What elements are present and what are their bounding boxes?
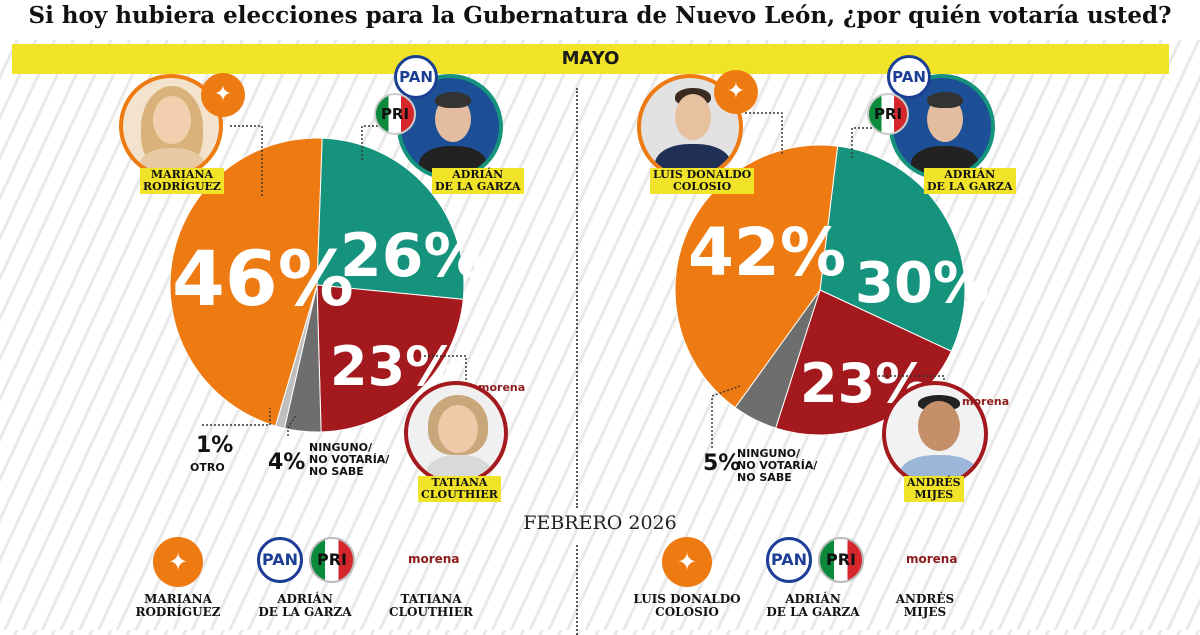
feb-label-adrian-right: ADRIÁN DE LA GARZA (766, 592, 860, 619)
pie-left-slice-1 (316, 284, 464, 433)
pie-right-label-0: 42% (688, 214, 846, 291)
name-label-mijes: ANDRÉS MIJES (904, 476, 964, 502)
feb-label-adrian-left: ADRIÁN DE LA GARZA (258, 592, 352, 619)
month-banner: MAYO (12, 44, 1169, 74)
name-label-colosio: LUIS DONALDO COLOSIO (650, 168, 755, 194)
pri-logo-right: PRI (867, 93, 909, 135)
none-pct-right: 5% (703, 451, 740, 476)
avatar-adrian-right (889, 74, 995, 180)
pie-left-slice-0 (316, 137, 465, 300)
avatar-mijes (882, 381, 988, 487)
morena-logo-right: morena (962, 395, 1010, 408)
none-label-left-3: NO SABE (309, 465, 364, 478)
feb-label-tatiana: TATIANA CLOUTHIER (389, 592, 473, 619)
none-label-right-1: NINGUNO/ (737, 447, 801, 460)
other-pct-left: 1% (196, 433, 233, 458)
column-divider (576, 88, 578, 508)
other-label-left: OTRO (190, 461, 225, 474)
avatar-mariana (119, 74, 223, 178)
feb-pan-logo-right: PAN (766, 537, 812, 583)
feb-mc-logo-left: ✦ (153, 537, 203, 587)
pie-left-label-0: 46% (172, 234, 354, 323)
avatar-adrian-left (397, 74, 503, 180)
pie-chart-right: 42% 30%23% (674, 144, 989, 436)
pie-chart-left: 46%26%23% (169, 137, 484, 433)
feb-pri-logo-right: PRI (818, 537, 864, 583)
movimiento-ciudadano-logo-right: ✦ (714, 70, 758, 114)
avatar-tatiana (404, 381, 508, 485)
feb-pri-logo-left: PRI (309, 537, 355, 583)
none-label-left-2: NO VOTARÍA/ (309, 453, 390, 466)
pan-logo: PAN (394, 55, 438, 99)
pan-logo-right: PAN (887, 55, 931, 99)
feb-label-mijes: ANDRÉS MIJES (895, 592, 955, 619)
pie-left-label-1: 26% (340, 221, 484, 291)
feb-mc-logo-right: ✦ (662, 537, 712, 587)
pie-right-label-1: 30% (855, 251, 989, 316)
none-label-right-2: NO VOTARÍA/ (737, 459, 818, 472)
name-label-adrian-left: ADRIÁN DE LA GARZA (432, 168, 524, 194)
name-label-tatiana: TATIANA CLOUTHIER (418, 476, 501, 502)
movimiento-ciudadano-logo: ✦ (201, 73, 245, 117)
feb-morena-logo-left: morena (408, 552, 460, 566)
none-pct-left: 4% (268, 450, 305, 475)
name-label-mariana: MARIANA RODRÍGUEZ (140, 168, 224, 194)
pie-right-slice-0 (819, 145, 966, 352)
pri-logo: PRI (374, 93, 416, 135)
headline: Si hoy hubiera elecciones para la Gubern… (0, 0, 1200, 40)
morena-logo: morena (478, 381, 526, 394)
column-divider-bottom (576, 545, 578, 635)
name-label-adrian-right: ADRIÁN DE LA GARZA (924, 168, 1016, 194)
none-label-right-3: NO SABE (737, 471, 792, 484)
feb-label-mariana: MARIANA RODRÍGUEZ (135, 592, 221, 619)
feb-pan-logo-left: PAN (257, 537, 303, 583)
pie-left-slice-4 (169, 137, 323, 427)
feb-morena-logo-right: morena (906, 552, 958, 566)
feb-label-colosio: LUIS DONALDO COLOSIO (633, 592, 741, 619)
february-title: FEBRERO 2026 (523, 512, 677, 534)
pie-right-slice-3 (674, 144, 839, 409)
none-label-left-1: NINGUNO/ (309, 441, 373, 454)
